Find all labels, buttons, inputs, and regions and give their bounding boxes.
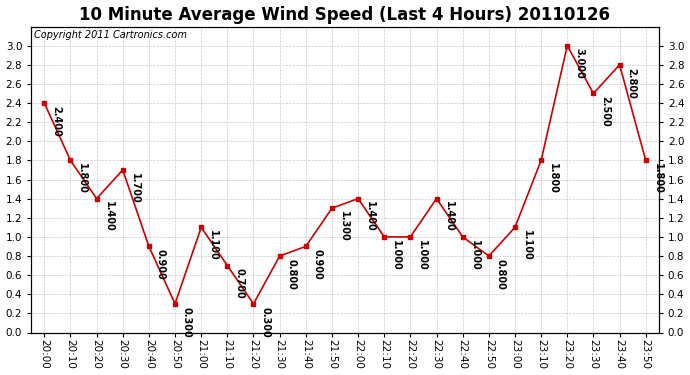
Text: 0.300: 0.300: [182, 307, 192, 338]
Text: 1.300: 1.300: [339, 211, 349, 242]
Text: 2.800: 2.800: [627, 68, 636, 98]
Text: 1.700: 1.700: [130, 173, 139, 204]
Text: 1.400: 1.400: [365, 201, 375, 232]
Text: 0.800: 0.800: [496, 259, 506, 290]
Text: 1.800: 1.800: [653, 163, 662, 194]
Text: 1.800: 1.800: [548, 163, 558, 194]
Text: 0.700: 0.700: [235, 268, 244, 299]
Text: 3.000: 3.000: [574, 48, 584, 79]
Text: 0.900: 0.900: [156, 249, 166, 280]
Text: 0.300: 0.300: [260, 307, 270, 338]
Text: 1.100: 1.100: [208, 230, 218, 261]
Text: 2.500: 2.500: [600, 96, 611, 127]
Text: 2.400: 2.400: [51, 106, 61, 136]
Text: 1.400: 1.400: [444, 201, 453, 232]
Title: 10 Minute Average Wind Speed (Last 4 Hours) 20110126: 10 Minute Average Wind Speed (Last 4 Hou…: [79, 6, 611, 24]
Text: 1.800: 1.800: [77, 163, 88, 194]
Text: 1.000: 1.000: [470, 240, 480, 270]
Text: 1.400: 1.400: [104, 201, 114, 232]
Text: 1.100: 1.100: [522, 230, 532, 261]
Text: Copyright 2011 Cartronics.com: Copyright 2011 Cartronics.com: [34, 30, 188, 39]
Text: 1.000: 1.000: [391, 240, 401, 270]
Text: 0.800: 0.800: [286, 259, 297, 290]
Text: 0.900: 0.900: [313, 249, 323, 280]
Text: 1.000: 1.000: [417, 240, 427, 270]
